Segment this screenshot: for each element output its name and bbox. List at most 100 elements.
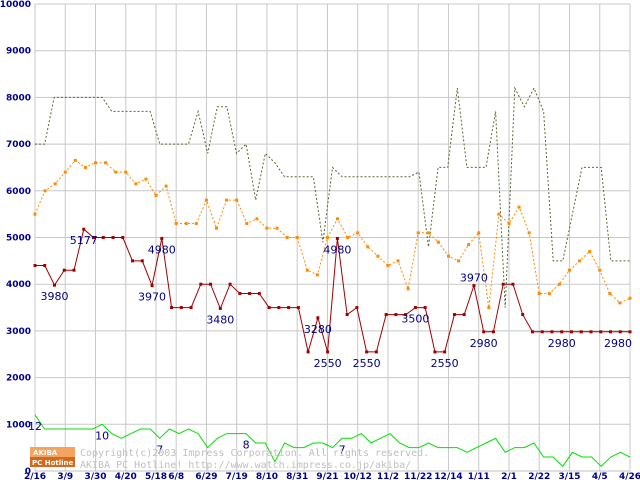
series-point-1 [325, 236, 329, 239]
series-point-2 [218, 306, 222, 310]
series-point-2 [589, 330, 593, 334]
series-point-2 [462, 313, 466, 317]
data-labels: 3980 5177 3970 4980 3480 3280 2550 4980 2550 3500… [28, 234, 632, 456]
akiba-logo: AKIBA PC Hotline [30, 447, 75, 467]
series-point-1 [63, 170, 67, 174]
series-point-2 [170, 306, 174, 310]
series-point-1 [104, 161, 108, 165]
x-tick-label: 9/21 [316, 472, 338, 480]
series-point-1 [235, 198, 239, 202]
x-tick-label: 8/31 [286, 472, 308, 480]
series-point-1 [154, 193, 158, 197]
series-point-2 [482, 330, 486, 334]
series-point-1 [336, 217, 340, 221]
series-point-2 [511, 282, 515, 286]
data-label: 12 [28, 420, 42, 433]
series-point-1 [225, 198, 229, 202]
y-tick-label: 6000 [6, 187, 31, 197]
x-tick-label: 4/20 [115, 472, 137, 480]
x-tick-label: 2/22 [528, 472, 550, 480]
series-point-2 [569, 330, 573, 334]
series-point-1 [33, 212, 37, 216]
series-point-1 [275, 226, 279, 230]
series-point-2 [413, 306, 417, 310]
series-point-2 [150, 284, 154, 288]
x-tick-label: 4/26 [619, 472, 640, 480]
data-label: 3500 [401, 313, 429, 326]
x-tick-label: 11/2 [377, 472, 399, 480]
series-point-2 [92, 236, 96, 239]
series-point-2 [111, 236, 115, 239]
x-tick-label: 3/30 [84, 472, 106, 480]
series-point-2 [501, 282, 505, 286]
series-point-2 [355, 306, 359, 310]
series-point-2 [550, 330, 554, 334]
series-point-1 [457, 259, 461, 263]
series-point-2 [62, 268, 66, 272]
x-tick-label: 5/18 [145, 472, 167, 480]
series-point-1 [83, 165, 87, 169]
data-label: 7 [156, 443, 163, 456]
series-point-2 [560, 330, 564, 334]
series-point-1 [124, 170, 128, 174]
series-point-2 [121, 236, 125, 239]
series-point-2 [267, 306, 271, 310]
logo-bottom-text: PC Hotline [32, 459, 74, 467]
series-point-2 [345, 313, 349, 317]
y-tick-label: 9000 [6, 47, 31, 57]
series-point-1 [406, 287, 410, 291]
series-point-2 [33, 264, 37, 268]
watermark-url: AKIBA PC Hotline! http://www.watch.impre… [80, 460, 411, 471]
series-point-1 [497, 212, 501, 216]
series-point-1 [376, 254, 380, 258]
series-point-2 [491, 330, 495, 334]
series-point-2 [579, 330, 583, 334]
series-point-1 [578, 259, 582, 263]
series-point-1 [507, 221, 511, 225]
y-tick-label: 3000 [6, 327, 31, 337]
data-label: 3480 [206, 313, 234, 326]
series-point-1 [245, 221, 249, 225]
series-point-2 [287, 306, 291, 310]
series-point-2 [472, 284, 476, 288]
series-point-1 [588, 250, 592, 254]
y-axis: 0 1000 2000 3000 4000 5000 6000 7000 8000 9000 100… [0, 0, 31, 477]
series-point-2 [452, 313, 456, 317]
series-point-1 [114, 170, 118, 174]
series-point-2 [374, 350, 378, 354]
series-point-1 [164, 184, 168, 188]
series-point-2 [530, 330, 534, 334]
series-point-1 [446, 254, 450, 258]
series-line-3 [34, 414, 631, 468]
series-point-2 [306, 350, 310, 354]
series-point-2 [628, 330, 632, 334]
x-tick-label: 2/1 [501, 472, 517, 480]
data-label: 2980 [548, 337, 576, 350]
series-point-1 [567, 268, 571, 272]
series-point-1 [467, 243, 471, 247]
series-point-2 [160, 236, 164, 240]
series-point-2 [599, 330, 603, 334]
series-point-1 [557, 282, 561, 286]
series-point-2 [257, 292, 261, 296]
logo-top-text: AKIBA [33, 449, 58, 457]
series-point-2 [209, 282, 213, 286]
series-point-1 [426, 231, 430, 235]
series-point-2 [189, 306, 193, 310]
data-label: 4980 [323, 243, 351, 256]
series-point-1 [184, 221, 188, 225]
series-point-1 [527, 231, 531, 235]
series-point-1 [487, 306, 491, 310]
series-point-1 [396, 259, 400, 263]
y-tick-label: 5000 [6, 234, 31, 244]
data-label: 3980 [41, 290, 69, 303]
data-label: 4980 [148, 243, 176, 256]
series-point-1 [598, 268, 602, 272]
series-point-1 [477, 231, 481, 235]
series-line-2 [35, 228, 630, 353]
series-point-1 [517, 205, 521, 209]
series-point-1 [134, 182, 138, 186]
x-tick-label: 1/11 [468, 472, 490, 480]
x-axis: 2/16 3/9 3/30 4/20 5/18 6/8 6/29 7/19 8/10 8/31 9/… [24, 472, 640, 480]
